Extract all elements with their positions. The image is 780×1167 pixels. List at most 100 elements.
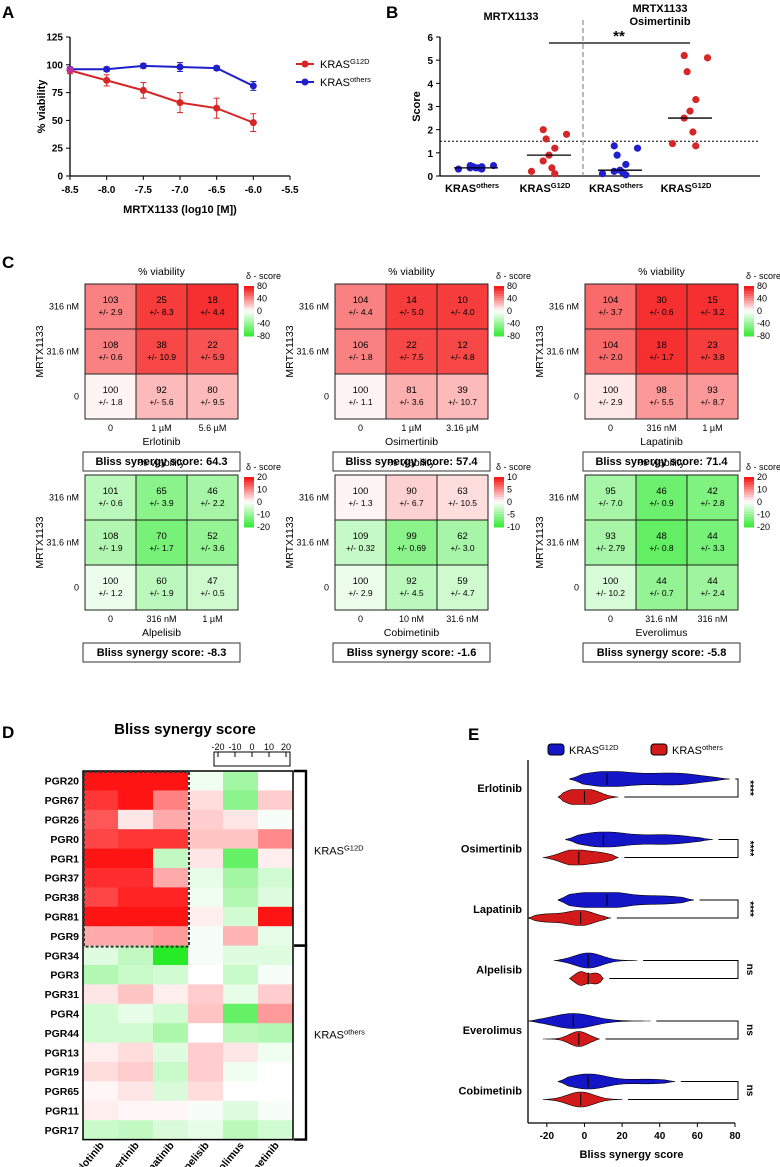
data-point — [249, 82, 257, 90]
scale-title: δ - score — [496, 462, 531, 472]
heatmap-cell — [153, 809, 189, 830]
violin-others — [557, 789, 619, 805]
cell-sd: +/- 4.7 — [450, 588, 475, 598]
row-label: PGR4 — [50, 1009, 79, 1021]
matrix-cell — [436, 564, 489, 611]
matrix-cell — [635, 519, 688, 566]
row-label: 31.6 nM — [296, 538, 329, 548]
col-label: 0 — [358, 614, 363, 624]
matrix-cell — [436, 519, 489, 566]
cell-value: 100 — [103, 385, 119, 396]
cell-value: 100 — [103, 576, 119, 587]
heatmap-cell — [118, 1120, 154, 1141]
heatmap-cell — [188, 829, 224, 850]
scale-swatch — [744, 333, 754, 337]
scale-swatch — [244, 512, 254, 515]
cell-value: 101 — [103, 486, 119, 497]
scale-swatch — [494, 313, 504, 317]
cell-value: 23 — [707, 340, 718, 351]
cell-sd: +/- 0.6 — [649, 307, 674, 317]
legend-swatch — [547, 743, 565, 756]
heatmap-cell — [258, 1120, 294, 1141]
scale-tick-label: -80 — [257, 331, 270, 341]
cell-value: 90 — [406, 486, 417, 497]
drug-label: Osimertinib — [385, 436, 438, 448]
legend-label-main: KRAS — [569, 745, 599, 757]
cell-sd: +/- 0.6 — [98, 498, 123, 508]
group-label-sup: G12D — [692, 181, 712, 190]
col-label: 316 nM — [146, 614, 176, 624]
heatmap-cell — [83, 790, 119, 811]
heatmap-cell — [118, 848, 154, 869]
cell-sd: +/- 0.7 — [649, 588, 674, 598]
y-tick-label: 3 — [427, 103, 433, 114]
scale-swatch — [244, 331, 254, 334]
heatmap-cell — [258, 965, 294, 985]
x-tick-label: 40 — [654, 1131, 666, 1142]
scale-tick-label: 5 — [507, 485, 512, 495]
heatmap-cell — [188, 926, 224, 947]
row-label: 316 nM — [49, 493, 79, 503]
cell-value: 42 — [707, 486, 718, 497]
row-label: PGR31 — [45, 989, 80, 1001]
heatmap-cell — [83, 1042, 119, 1063]
heatmap-cell — [188, 848, 224, 869]
scale-swatch — [244, 311, 254, 314]
legend-marker — [301, 78, 309, 86]
heatmap-cell — [188, 868, 224, 888]
cell-value: 38 — [156, 340, 167, 351]
matrix-cell — [135, 373, 188, 420]
row-label: 316 nM — [49, 302, 79, 312]
cell-sd: +/- 1.8 — [98, 397, 123, 407]
bliss-score: Bliss synergy score: 71.4 — [595, 456, 728, 468]
cell-value: 103 — [103, 295, 119, 306]
row-label: PGR65 — [45, 1086, 80, 1098]
scale-swatch — [494, 494, 504, 498]
cell-sd: +/- 10.7 — [448, 397, 477, 407]
significance-label: **** — [744, 901, 755, 917]
matrix-cell — [84, 328, 137, 375]
matrix-title: % viability — [638, 457, 685, 469]
x-tick-label: -7.0 — [171, 185, 189, 196]
cell-value: 98 — [656, 385, 667, 396]
panel-label-b: B — [386, 3, 398, 22]
col-label: 316 nM — [697, 614, 727, 624]
score-point — [622, 160, 630, 169]
significance-bracket — [628, 1081, 739, 1100]
row-label: PGR9 — [50, 931, 79, 943]
cell-value: 80 — [207, 385, 218, 396]
heatmap-cell — [188, 1003, 224, 1024]
bliss-score: Bliss synergy score: 64.3 — [95, 456, 227, 468]
matrix-cell — [635, 328, 688, 375]
scale-tick-label: -5 — [507, 510, 515, 520]
highlight-box — [83, 771, 190, 948]
cell-value: 60 — [156, 576, 167, 587]
matrix-cell — [186, 373, 239, 420]
scale-swatch — [494, 306, 504, 309]
scale-swatch — [494, 308, 504, 312]
heatmap-cell — [223, 868, 259, 888]
score-point — [548, 164, 556, 172]
row-label: PGR19 — [45, 1067, 80, 1079]
cell-sd: +/- 4.0 — [450, 307, 475, 317]
heatmap-cell — [223, 809, 259, 830]
heatmap-cell — [258, 790, 294, 811]
row-label: 31.6 nM — [46, 538, 79, 548]
heatmap-cell — [188, 771, 224, 791]
scale-swatch — [494, 288, 504, 292]
matrix-cell — [186, 519, 239, 566]
cell-value: 10 — [457, 295, 468, 306]
cell-sd: +/- 7.0 — [598, 498, 623, 508]
cell-sd: +/- 3.0 — [450, 543, 475, 553]
scale-swatch — [494, 479, 504, 483]
scale-swatch — [244, 333, 254, 337]
heatmap-cell — [223, 887, 259, 908]
row-label: 0 — [574, 392, 579, 402]
legend-label: KRASG12D — [320, 57, 370, 71]
cell-sd: +/- 4.4 — [200, 307, 225, 317]
cell-sd: +/- 0.69 — [397, 543, 426, 553]
scale-swatch — [494, 323, 504, 327]
heatmap-cell — [258, 887, 294, 908]
matrix-cell — [686, 519, 739, 566]
heatmap-cell — [118, 809, 154, 830]
